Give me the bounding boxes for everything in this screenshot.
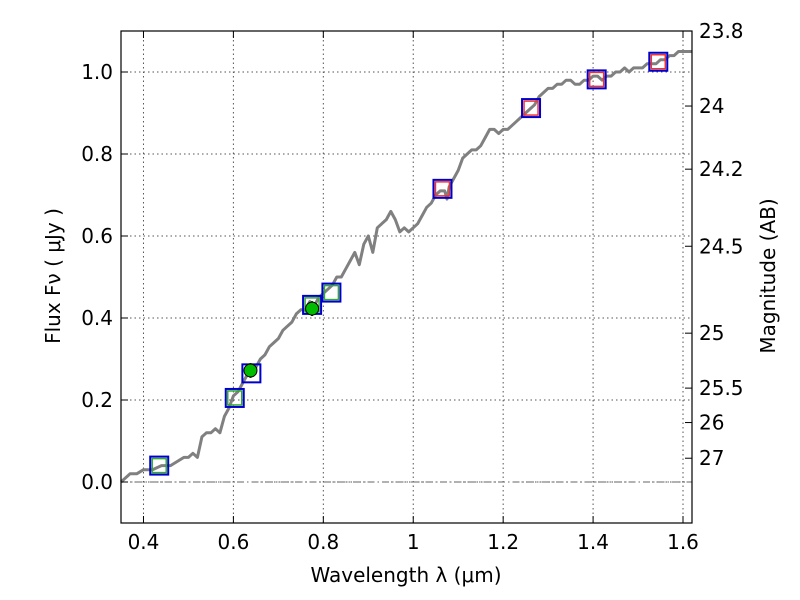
- y-tick-label: 0.6: [81, 224, 113, 248]
- y-tick-label: 0.4: [81, 306, 113, 330]
- right-tick-label: 25: [699, 321, 724, 345]
- right-tick-label: 25.5: [699, 376, 744, 400]
- y-tick-label: 0.2: [81, 388, 113, 412]
- right-axis-label: Magnitude (AB): [756, 198, 780, 353]
- red-band-point-inner: [523, 100, 539, 116]
- x-axis-label: Wavelength λ (μm): [310, 563, 501, 587]
- red-band-point-inner: [650, 54, 667, 70]
- detection-point: [243, 363, 258, 378]
- photometry-points: [149, 51, 669, 476]
- axis-ticks: [121, 30, 692, 523]
- right-tick-label: 24.5: [699, 234, 744, 258]
- right-tick-label: 27: [699, 446, 724, 470]
- detection-point: [305, 301, 320, 316]
- plot-frame: [120, 30, 693, 524]
- right-tick-label: 24: [699, 94, 724, 118]
- y-axis-label: Flux Fν ( μJy ): [41, 208, 65, 344]
- red-band-point-inner: [434, 181, 451, 197]
- y-tick-label: 1.0: [81, 60, 113, 84]
- model-spectrum-line: [119, 50, 692, 484]
- red-band-point-outer: [432, 178, 453, 199]
- right-tick-label: 23.8: [699, 19, 744, 43]
- x-tick-label: 1.6: [667, 530, 699, 554]
- model-spectrum: [119, 50, 692, 484]
- y-tick-label: 0.8: [81, 142, 113, 166]
- right-tick-label: 24.2: [699, 157, 744, 181]
- x-tick-label: 1.2: [487, 530, 519, 554]
- red-band-point-outer: [648, 51, 669, 72]
- x-tick-label: 1: [407, 530, 420, 554]
- grid-lines: [121, 31, 692, 523]
- right-tick-label: 26: [699, 411, 724, 435]
- x-tick-label: 0.8: [307, 530, 339, 554]
- red-band-point-outer: [521, 98, 542, 119]
- green-band-point-outer: [224, 387, 245, 408]
- x-tick-label: 0.6: [217, 530, 249, 554]
- red-band-point-inner: [588, 71, 605, 88]
- red-band-point-outer: [586, 69, 607, 90]
- green-band-point-inner: [151, 457, 167, 474]
- green-band-point-outer: [321, 282, 342, 303]
- tick-labels: 0.4 0.6 0.8 1 1.2 1.4 1.6 0.0 0.2 0.4 0.6 0.8 1.0 23.…: [81, 19, 743, 554]
- x-tick-label: 0.4: [128, 530, 160, 554]
- green-band-point-inner: [227, 390, 243, 406]
- green-band-point-outer: [149, 455, 170, 476]
- y-tick-label: 0.0: [81, 470, 113, 494]
- x-tick-label: 1.4: [577, 530, 609, 554]
- green-band-point-inner: [323, 284, 340, 301]
